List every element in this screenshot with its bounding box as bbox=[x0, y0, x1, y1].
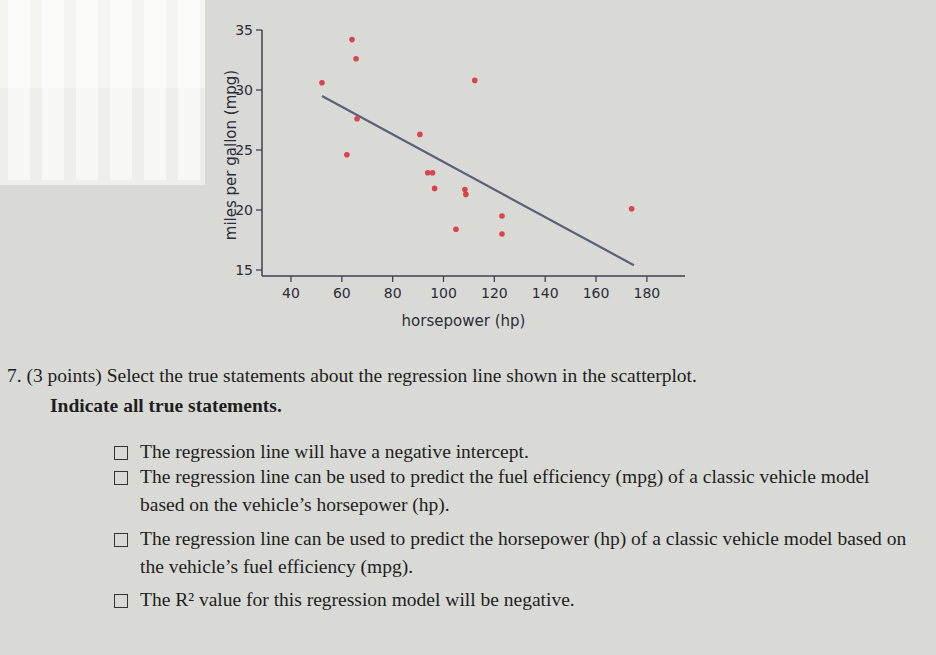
data-point bbox=[417, 132, 423, 138]
y-tick-label: 35 bbox=[235, 22, 253, 38]
x-tick-label: 160 bbox=[583, 285, 610, 301]
data-point bbox=[462, 187, 468, 193]
y-tick bbox=[256, 89, 262, 90]
data-point bbox=[353, 56, 359, 62]
y-tick bbox=[256, 149, 262, 150]
x-tick-label: 120 bbox=[481, 285, 508, 301]
answer-option[interactable]: The regression line can be used to predi… bbox=[140, 463, 910, 519]
x-tick bbox=[392, 276, 393, 282]
x-tick bbox=[646, 276, 647, 282]
data-point bbox=[430, 170, 436, 176]
x-tick bbox=[290, 276, 291, 282]
answer-option[interactable]: The regression line can be used to predi… bbox=[140, 525, 910, 581]
data-point bbox=[319, 80, 325, 86]
y-axis-line bbox=[261, 30, 263, 276]
answer-option[interactable]: The regression line will have a negative… bbox=[140, 438, 910, 466]
background-blinds bbox=[0, 0, 205, 185]
y-tick bbox=[256, 209, 262, 210]
data-point bbox=[344, 152, 350, 158]
x-tick bbox=[341, 276, 342, 282]
data-point bbox=[472, 78, 478, 84]
x-tick-label: 80 bbox=[384, 285, 402, 301]
data-point bbox=[432, 186, 438, 192]
x-tick bbox=[595, 276, 596, 282]
x-tick bbox=[443, 276, 444, 282]
axes: 4060801001201401601801520253035 bbox=[235, 22, 685, 301]
x-tick bbox=[494, 276, 495, 282]
x-tick-label: 180 bbox=[634, 285, 661, 301]
regression-line bbox=[322, 96, 634, 265]
checkbox[interactable] bbox=[114, 533, 128, 547]
data-point bbox=[463, 192, 469, 198]
data-point bbox=[499, 231, 505, 237]
data-point bbox=[425, 170, 431, 176]
checkbox[interactable] bbox=[114, 594, 128, 608]
plot-area bbox=[319, 37, 634, 265]
data-point bbox=[453, 226, 459, 232]
answer-option[interactable]: The R² value for this regression model w… bbox=[140, 586, 910, 614]
y-tick bbox=[256, 29, 262, 30]
x-tick-label: 100 bbox=[430, 285, 457, 301]
x-axis-label: horsepower (hp) bbox=[402, 312, 526, 330]
data-point bbox=[629, 206, 635, 212]
data-point bbox=[354, 116, 360, 122]
y-tick-label: 15 bbox=[235, 262, 253, 278]
data-point bbox=[499, 213, 505, 219]
x-tick-label: 140 bbox=[532, 285, 559, 301]
question-prompt: 7. (3 points) Select the true statements… bbox=[7, 362, 932, 390]
y-axis-label: miles per gallon (mpg) bbox=[222, 70, 240, 240]
x-tick-label: 40 bbox=[282, 285, 300, 301]
data-point bbox=[349, 37, 355, 43]
x-tick-label: 60 bbox=[333, 285, 351, 301]
checkbox[interactable] bbox=[114, 446, 128, 460]
question-instruction: Indicate all true statements. bbox=[50, 392, 282, 420]
y-tick bbox=[256, 269, 262, 270]
checkbox[interactable] bbox=[114, 471, 128, 485]
x-tick bbox=[545, 276, 546, 282]
x-axis-line bbox=[262, 275, 685, 277]
